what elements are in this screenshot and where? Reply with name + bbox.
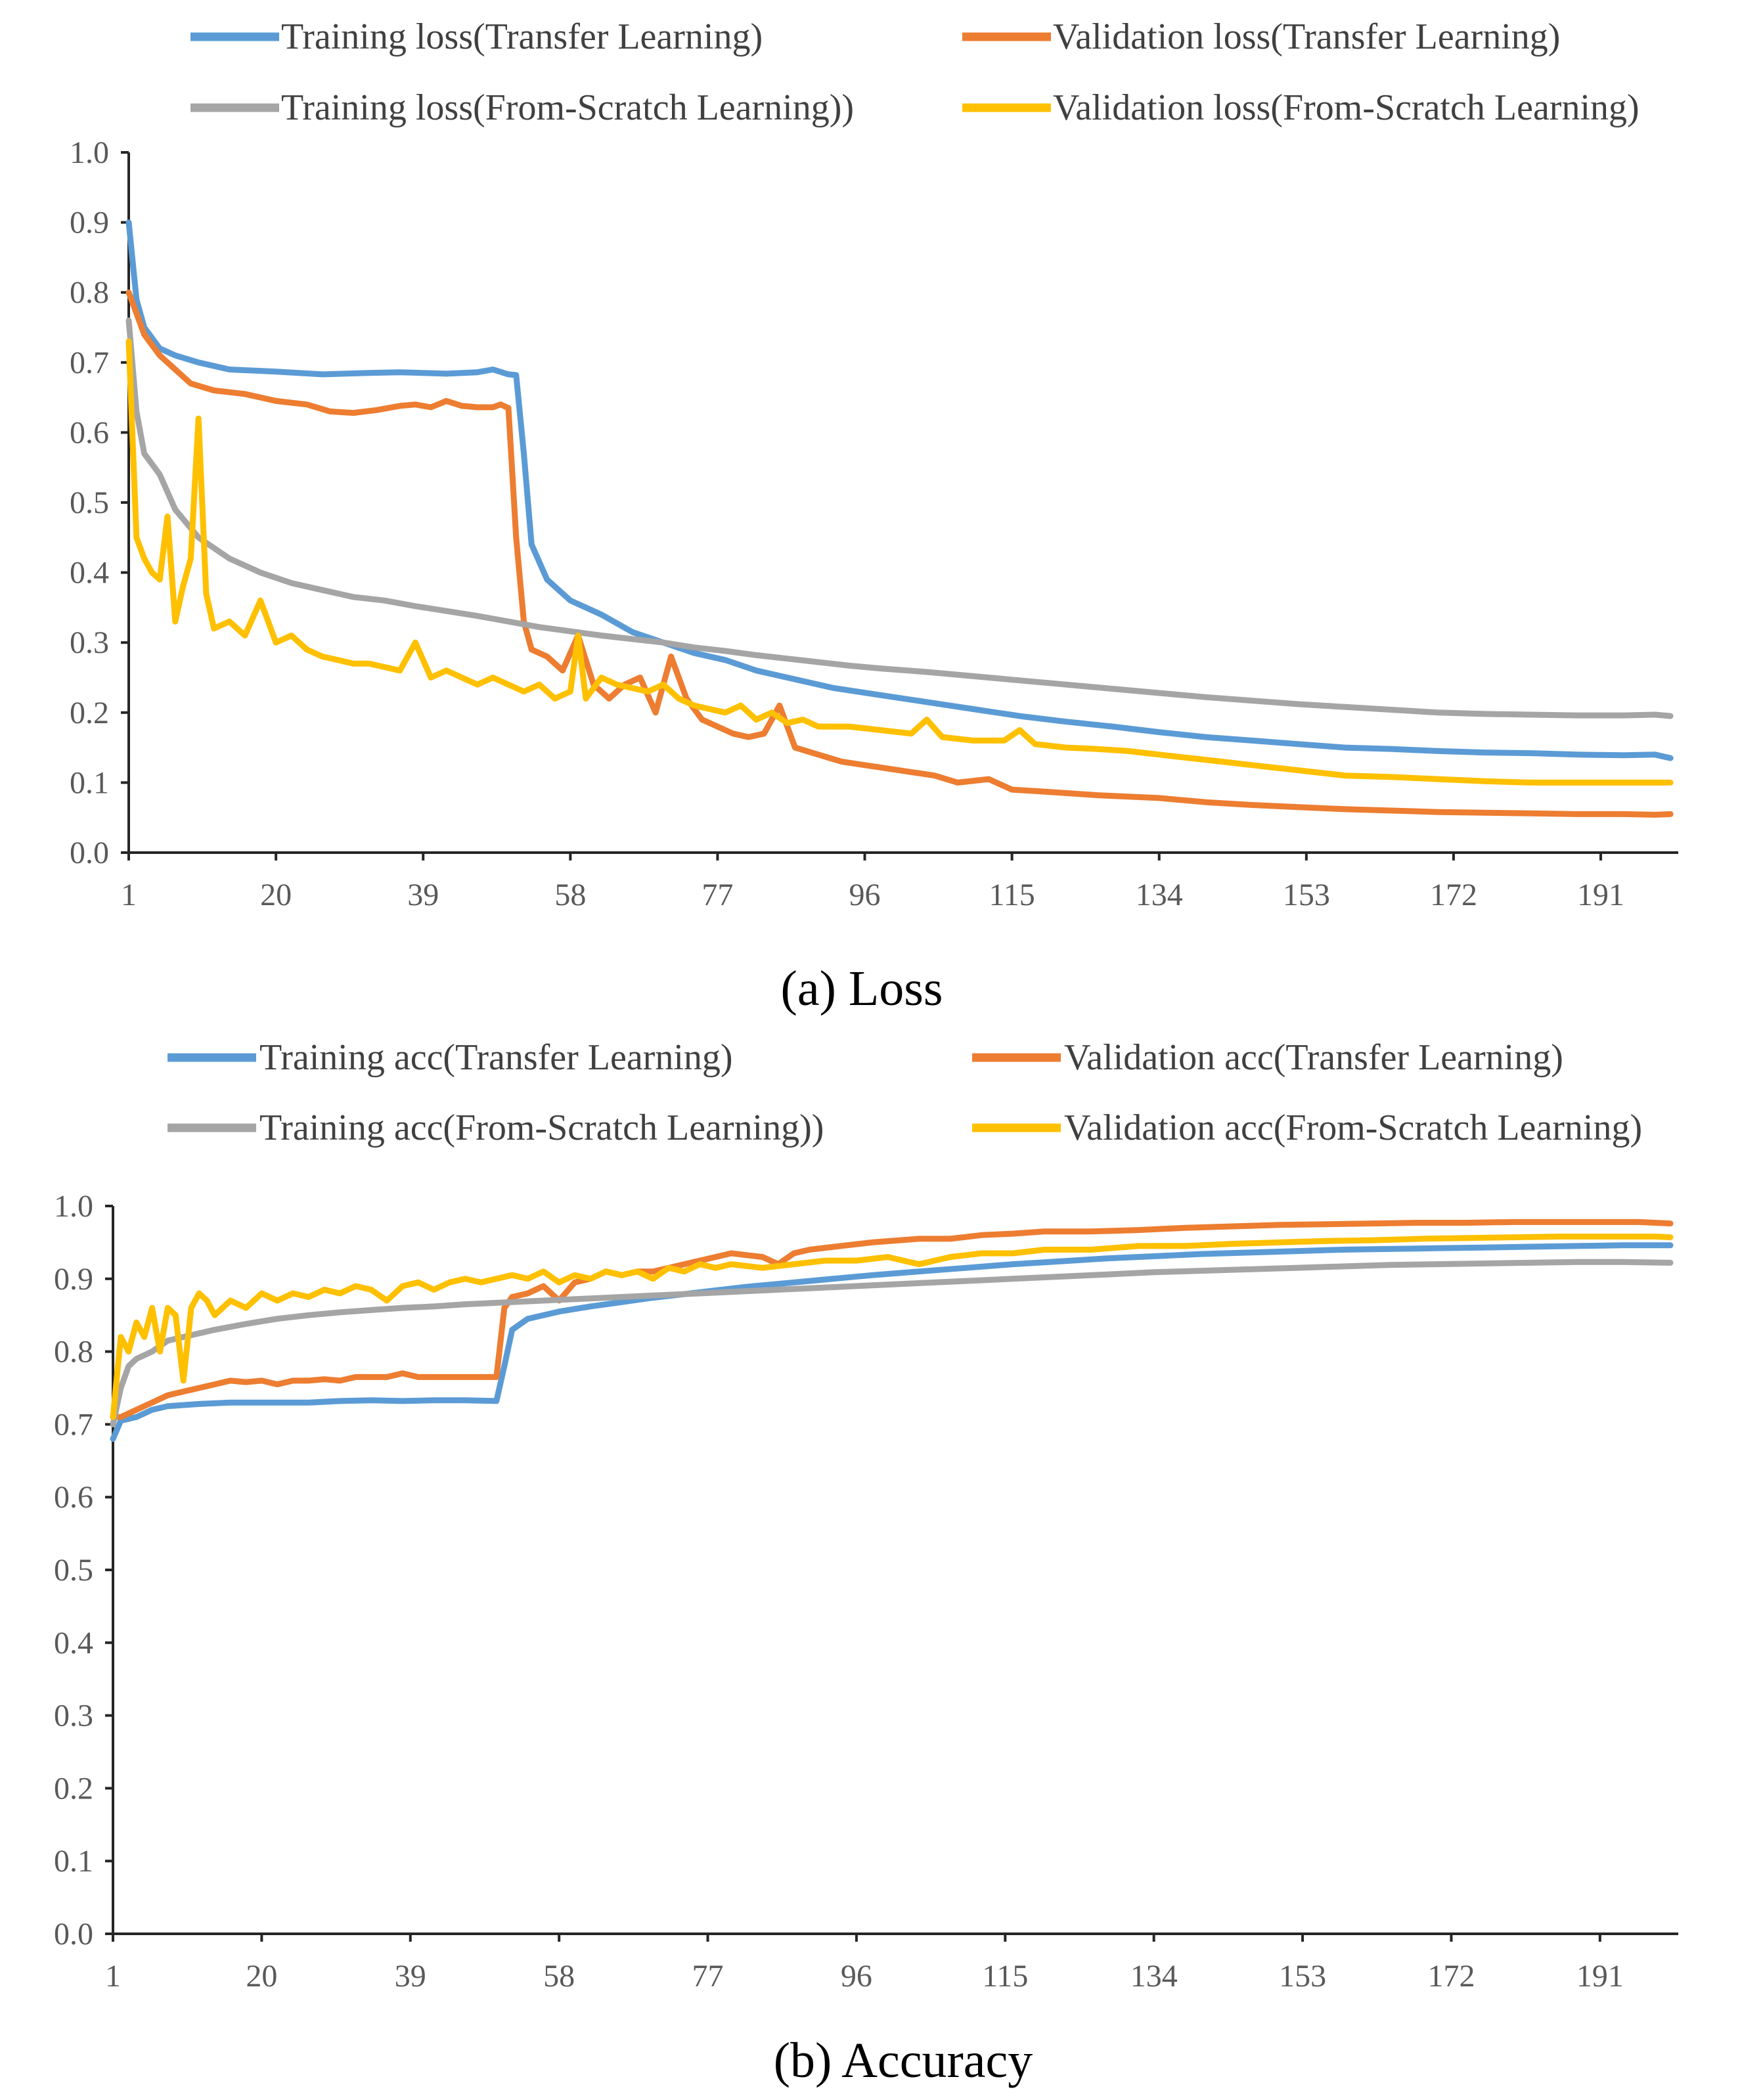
y-tick-label: 0.1 — [54, 1844, 93, 1879]
y-tick-label: 0.5 — [70, 485, 109, 520]
y-tick-label: 0.8 — [70, 275, 109, 310]
accuracy-x-axis: 1 20 39 58 77 96 115 134 153 172 191 — [105, 1932, 1678, 1994]
x-tick-label: 77 — [692, 1959, 724, 1994]
series-line-0 — [110, 1242, 1674, 1442]
y-tick-label: 0.7 — [54, 1407, 93, 1442]
x-tick-label: 153 — [1279, 1959, 1326, 1994]
x-tick-label: 191 — [1577, 878, 1624, 912]
x-tick-label: 172 — [1430, 878, 1477, 912]
x-tick-label: 58 — [554, 878, 586, 912]
loss-chart: Training loss(Transfer Learning) Validat… — [70, 16, 1678, 1016]
x-tick-label: 58 — [543, 1959, 575, 1994]
series-line-0 — [125, 219, 1674, 761]
x-tick-label: 115 — [989, 878, 1035, 912]
loss-plot-area — [125, 219, 1674, 818]
x-tick-label: 96 — [849, 878, 881, 912]
series-line-3 — [125, 338, 1674, 786]
y-tick-label: 0.2 — [70, 696, 109, 730]
x-tick-label: 39 — [407, 878, 439, 912]
series-line-3 — [110, 1234, 1674, 1420]
legend-label: Training acc(Transfer Learning) — [259, 1037, 733, 1078]
y-tick-label: 0.9 — [70, 206, 109, 240]
x-tick-label: 1 — [105, 1959, 121, 1994]
loss-caption: (a) Loss — [781, 961, 943, 1016]
y-tick-label: 0.6 — [54, 1480, 93, 1515]
y-tick-label: 1.0 — [70, 135, 109, 170]
x-tick-label: 134 — [1130, 1959, 1178, 1994]
loss-x-axis: 1 20 39 58 77 96 115 134 153 172 191 — [121, 851, 1678, 912]
accuracy-caption: (b) Accuracy — [774, 2033, 1033, 2088]
x-tick-label: 1 — [121, 878, 137, 912]
y-tick-label: 0.9 — [54, 1262, 93, 1297]
y-tick-label: 0.8 — [54, 1335, 93, 1370]
loss-legend: Training loss(Transfer Learning) Validat… — [190, 16, 1639, 128]
y-tick-label: 0.3 — [54, 1699, 93, 1733]
x-tick-label: 115 — [982, 1959, 1028, 1994]
y-tick-label: 0.5 — [54, 1553, 93, 1588]
x-tick-label: 191 — [1576, 1959, 1624, 1994]
legend-label: Validation acc(From-Scratch Learning) — [1064, 1107, 1642, 1148]
x-tick-label: 134 — [1136, 878, 1183, 912]
accuracy-plot-area — [110, 1218, 1674, 1442]
y-tick-label: 0.0 — [70, 836, 109, 870]
legend-label: Validation loss(Transfer Learning) — [1053, 16, 1560, 57]
y-tick-label: 0.1 — [70, 765, 109, 800]
x-tick-label: 172 — [1427, 1959, 1475, 1994]
y-tick-label: 1.0 — [54, 1189, 93, 1224]
accuracy-y-axis: 0.0 0.1 0.2 0.3 0.4 0.5 0.6 0.7 0.8 0.9 1.0 — [54, 1189, 114, 1952]
x-tick-label: 39 — [395, 1959, 426, 1994]
y-tick-label: 0.6 — [70, 415, 109, 450]
legend-label: Training acc(From-Scratch Learning)) — [259, 1107, 824, 1148]
series-line-2 — [110, 1259, 1674, 1427]
y-tick-label: 0.2 — [54, 1771, 93, 1806]
y-tick-label: 0.3 — [70, 625, 109, 660]
legend-label: Training loss(Transfer Learning) — [281, 16, 763, 57]
legend-label: Training loss(From-Scratch Learning)) — [281, 87, 854, 128]
x-tick-label: 20 — [260, 878, 292, 912]
x-tick-label: 96 — [841, 1959, 872, 1994]
y-tick-label: 0.7 — [70, 346, 109, 380]
series-line-1 — [125, 289, 1674, 818]
y-tick-label: 0.4 — [70, 556, 109, 591]
legend-label: Validation loss(From-Scratch Learning) — [1053, 87, 1639, 128]
loss-y-axis: 0.0 0.1 0.2 0.3 0.4 0.5 0.6 0.7 0.8 0.9 1.0 — [70, 135, 130, 870]
x-tick-label: 153 — [1283, 878, 1330, 912]
x-tick-label: 77 — [702, 878, 733, 912]
accuracy-chart: Training acc(Transfer Learning) Validati… — [54, 1037, 1678, 2088]
accuracy-legend: Training acc(Transfer Learning) Validati… — [167, 1037, 1642, 1148]
y-tick-label: 0.0 — [54, 1917, 93, 1952]
y-tick-label: 0.4 — [54, 1626, 93, 1661]
legend-label: Validation acc(Transfer Learning) — [1064, 1037, 1563, 1078]
series-line-1 — [110, 1218, 1674, 1420]
series-line-2 — [125, 317, 1674, 719]
x-tick-label: 20 — [246, 1959, 277, 1994]
